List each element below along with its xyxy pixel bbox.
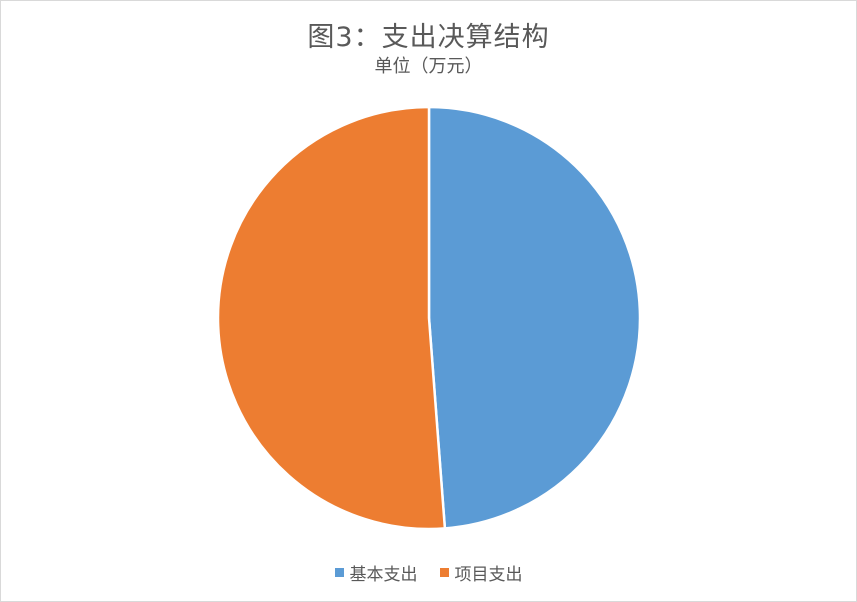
legend-item-basic: 基本支出 xyxy=(334,560,418,585)
pie-slice-basic xyxy=(427,105,642,530)
legend-swatch-basic xyxy=(334,568,344,577)
chart-title: 图3：支出决算结构 xyxy=(307,22,550,53)
legend-swatch-project xyxy=(439,568,449,577)
pie-slice-project xyxy=(216,105,447,531)
legend-item-project: 项目支出 xyxy=(439,560,523,585)
chart-subtitle: 单位（万元） xyxy=(374,56,483,77)
legend-label-project: 项目支出 xyxy=(454,565,523,585)
legend: 基本支出 项目支出 xyxy=(1,560,856,585)
legend-label-basic: 基本支出 xyxy=(349,565,418,585)
